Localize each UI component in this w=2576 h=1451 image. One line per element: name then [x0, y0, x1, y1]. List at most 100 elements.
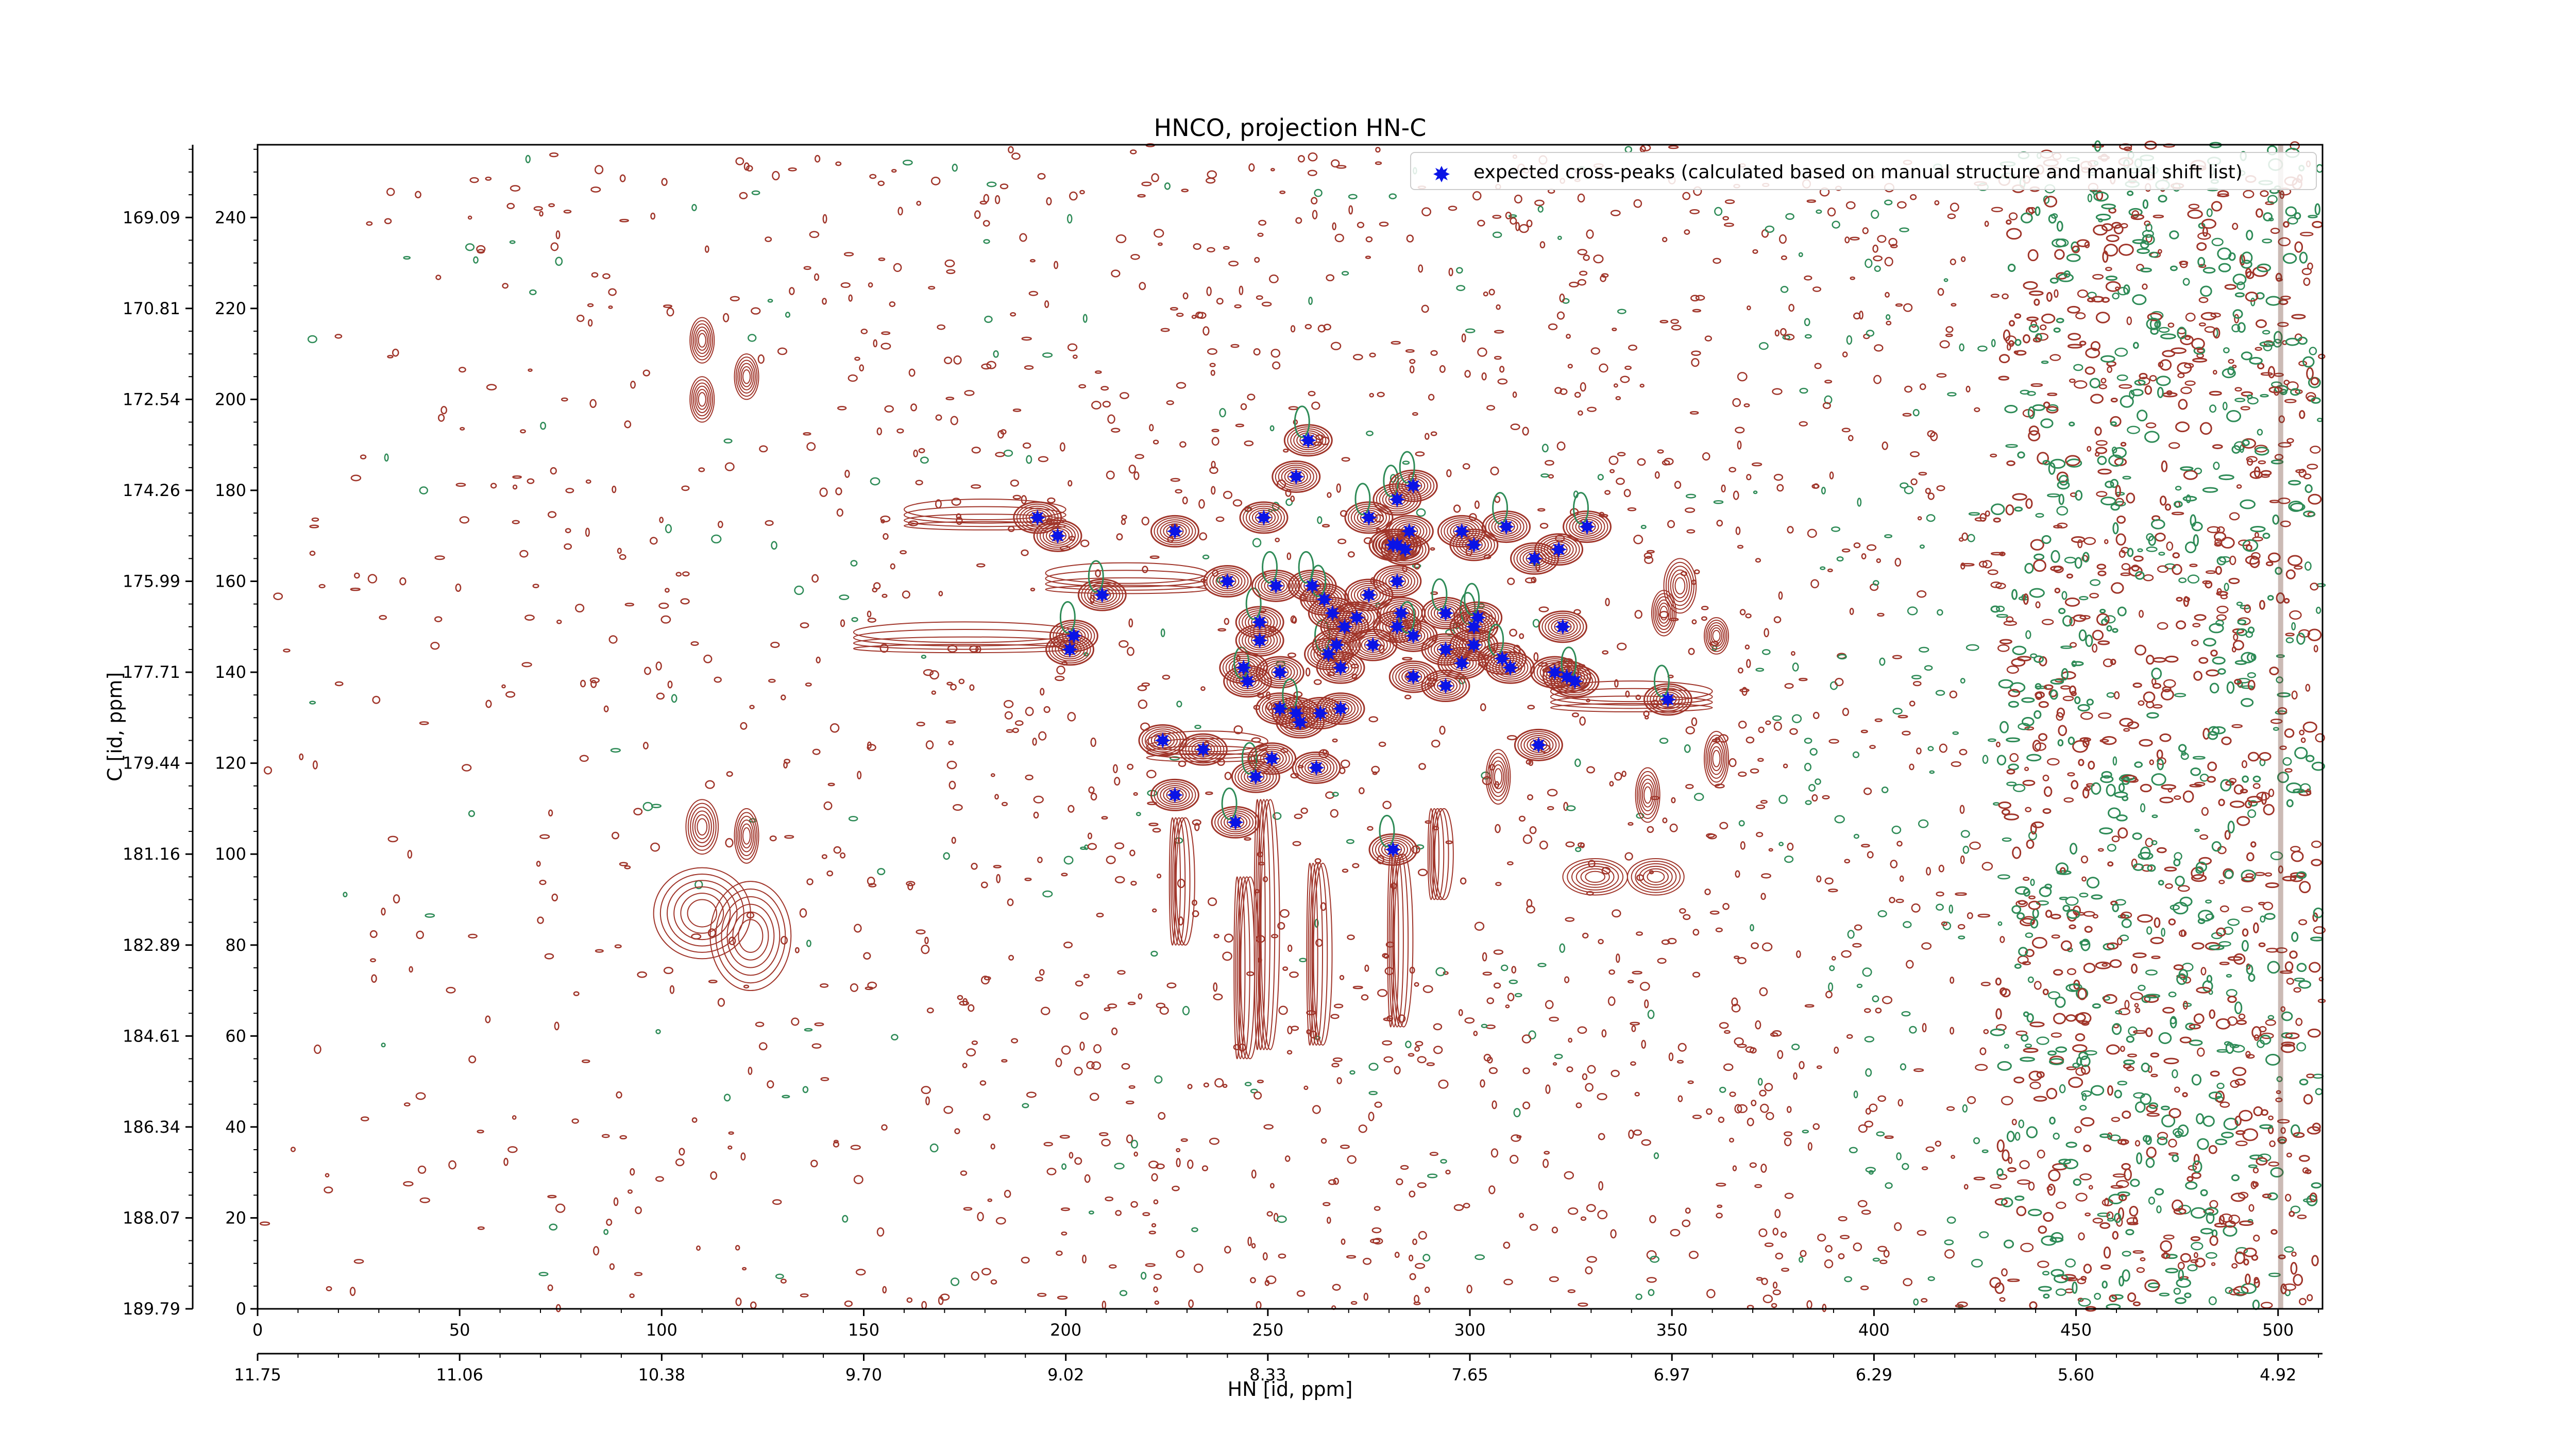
noise-contour [703, 654, 713, 663]
noise-contour [1156, 873, 1162, 879]
noise-contour [503, 1157, 509, 1166]
noise-contour [1935, 1140, 1942, 1147]
noise-contour [2090, 579, 2101, 586]
noise-contour [983, 239, 990, 244]
unassigned-blob [692, 810, 712, 843]
noise-contour [2123, 728, 2130, 732]
noise-contour [595, 949, 604, 953]
noise-contour [1134, 454, 1144, 459]
edge-noise-contour [1998, 354, 2010, 364]
noise-contour [1063, 942, 1073, 949]
noise-contour [908, 368, 916, 377]
edge-noise-contour [2179, 896, 2193, 907]
edge-noise-contour [2093, 225, 2108, 236]
noise-contour [485, 1015, 491, 1023]
noise-contour [1154, 1075, 1163, 1084]
noise-contour [2023, 877, 2030, 881]
noise-contour [1780, 328, 1787, 336]
noise-contour [1872, 1257, 1880, 1262]
peak-contour [1016, 503, 1059, 532]
noise-contour [2036, 1036, 2049, 1045]
noise-contour [1723, 1063, 1734, 1071]
noise-contour [548, 809, 553, 817]
y-ppm-tick-label: 172.54 [123, 389, 180, 409]
y-index-tick-label: 140 [215, 662, 246, 682]
noise-contour [1575, 1102, 1582, 1108]
noise-contour [1713, 500, 1724, 504]
noise-contour [1900, 1063, 1907, 1071]
noise-contour [1507, 577, 1515, 585]
noise-contour [1026, 1091, 1037, 1098]
noise-contour [1909, 1026, 1917, 1034]
noise-contour [1106, 856, 1116, 864]
edge-noise-contour [2086, 877, 2100, 889]
noise-contour [550, 242, 559, 251]
noise-contour [1514, 993, 1522, 998]
noise-contour [486, 384, 497, 391]
noise-contour [2184, 335, 2191, 340]
noise-contour [2219, 1101, 2230, 1108]
noise-contour [921, 1086, 931, 1095]
peak-contour [1424, 672, 1467, 700]
noise-contour [2097, 1213, 2110, 1217]
noise-contour [1522, 834, 1533, 844]
noise-contour [1921, 1166, 1928, 1170]
noise-contour [1669, 823, 1678, 832]
noise-contour [1884, 534, 1893, 538]
noise-contour [1569, 281, 1579, 287]
noise-contour [1083, 974, 1090, 979]
noise-contour [1788, 303, 1794, 312]
noise-contour [2124, 1000, 2130, 1010]
noise-contour [416, 930, 424, 940]
noise-contour [548, 203, 555, 208]
edge-noise-contour [2030, 918, 2039, 929]
edge-noise-contour [2129, 1206, 2139, 1217]
noise-contour [1537, 963, 1547, 967]
noise-contour [1692, 309, 1702, 313]
noise-contour [2215, 620, 2224, 626]
noise-contour [2174, 693, 2187, 697]
noise-contour [1107, 414, 1115, 424]
noise-contour [2303, 277, 2311, 286]
noise-contour [1806, 199, 1817, 203]
edge-noise-contour [2128, 208, 2143, 217]
noise-contour [2075, 312, 2086, 320]
noise-contour [1759, 1089, 1767, 1097]
noise-contour [381, 1043, 386, 1048]
noise-contour [2260, 394, 2269, 398]
noise-contour [1876, 1131, 1885, 1137]
noise-contour [1850, 236, 1860, 241]
noise-contour [2285, 633, 2295, 637]
edge-noise-contour [2228, 252, 2236, 261]
noise-contour [1846, 335, 1853, 345]
noise-contour [1837, 654, 1847, 660]
noise-contour [2278, 237, 2291, 247]
noise-contour [2268, 1115, 2274, 1121]
noise-contour [1807, 1142, 1812, 1151]
peak-contour [1382, 571, 1412, 591]
noise-contour [1477, 219, 1485, 227]
edge-noise-contour [2193, 347, 2206, 355]
noise-contour [1414, 1046, 1420, 1052]
peak-contour [1211, 806, 1260, 839]
noise-contour [811, 574, 819, 583]
noise-contour [1804, 762, 1812, 772]
noise-contour [1927, 1276, 1935, 1282]
cross-peak-marker [1227, 814, 1244, 831]
noise-contour [857, 771, 862, 780]
noise-contour [334, 681, 344, 687]
noise-contour [1590, 347, 1600, 355]
edge-noise-contour [2267, 1125, 2274, 1134]
cross-peak-marker [1388, 573, 1405, 590]
noise-contour [1968, 512, 1980, 516]
noise-contour [1128, 1085, 1136, 1089]
noise-contour [1610, 210, 1621, 216]
noise-contour [1903, 303, 1913, 312]
noise-contour [2225, 1287, 2233, 1294]
noise-contour [1761, 649, 1771, 655]
noise-contour [859, 364, 865, 372]
edge-noise-contour [2006, 460, 2015, 466]
noise-contour [1739, 609, 1746, 616]
noise-contour [1580, 1216, 1587, 1221]
edge-noise-contour [2004, 813, 2019, 821]
